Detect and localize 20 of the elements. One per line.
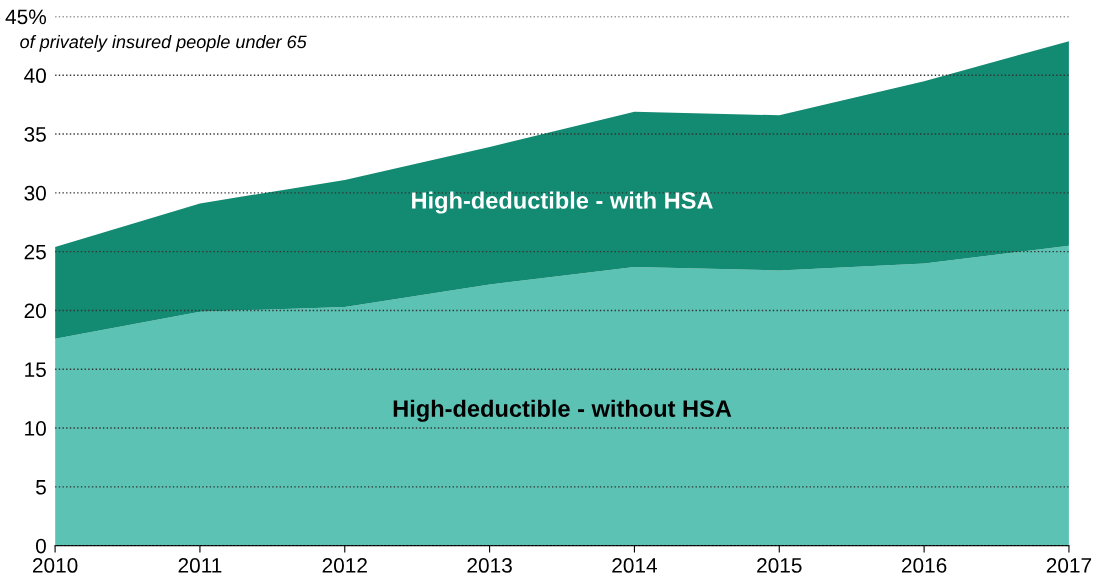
y-tick-label: 15 — [25, 362, 46, 378]
x-tick-label: 2017 — [1046, 558, 1092, 573]
x-tick-label: 2010 — [32, 558, 78, 573]
y-tick-label: 20 — [24, 303, 46, 319]
y-tick-label: 40 — [24, 68, 46, 84]
text: of privately insured people under 65 — [20, 34, 307, 52]
y-tick-label: 30 — [24, 185, 46, 201]
y-tick-label: 35 — [24, 127, 46, 142]
x-tick-label: 2011 — [178, 558, 222, 573]
x-tick-label: 2013 — [467, 558, 512, 573]
series-label: High-deductible - with HSA — [412, 191, 713, 214]
y-tick-label: 10 — [25, 421, 46, 436]
y-tick-label: 0 — [36, 538, 46, 554]
y-tick-label: 5 — [36, 480, 46, 495]
x-tick-label: 2016 — [901, 558, 947, 573]
y-tick-label: 45% — [5, 9, 47, 25]
x-tick-label: 2014 — [612, 558, 657, 573]
y-tick-label: 25 — [24, 244, 46, 260]
x-tick-label: 2015 — [757, 558, 802, 573]
x-tick-label: 2012 — [322, 558, 367, 573]
